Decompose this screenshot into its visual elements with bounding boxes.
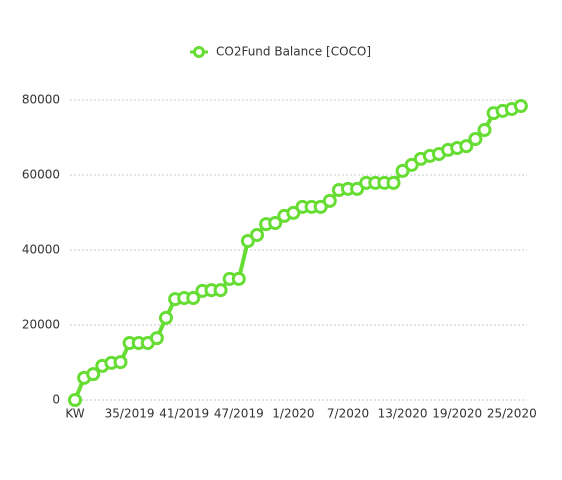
x-tick-label: 25/2020 [487, 407, 537, 421]
point [231, 271, 246, 286]
x-tick-label: 19/2020 [432, 407, 482, 421]
point [268, 216, 283, 230]
y-tick-label: 80000 [22, 93, 60, 107]
point [386, 175, 401, 190]
y-tick-label: 0 [52, 393, 60, 407]
point [149, 331, 164, 346]
y-tick-label: 20000 [22, 318, 60, 332]
point [322, 193, 337, 208]
point [459, 139, 474, 154]
x-tick-label: 41/2019 [159, 407, 209, 421]
point [159, 310, 173, 325]
point [213, 283, 228, 298]
x-tick-label: KW [65, 407, 84, 421]
point [477, 123, 492, 137]
x-tick-label: 7/2020 [327, 407, 369, 421]
point [113, 355, 128, 370]
legend-label: CO2Fund Balance [COCO] [216, 45, 371, 59]
x-tick-label: 13/2020 [378, 407, 428, 421]
x-tick-label: 35/2019 [105, 407, 155, 421]
point [186, 291, 201, 305]
y-tick-label: 40000 [22, 243, 60, 257]
x-tick-label: 1/2020 [272, 407, 314, 421]
point [68, 393, 82, 407]
x-tick-label: 47/2019 [214, 407, 264, 421]
legend-marker [193, 46, 205, 58]
point [86, 367, 101, 382]
y-tick-label: 60000 [22, 168, 60, 182]
point [250, 228, 264, 242]
point [468, 132, 483, 146]
point [513, 99, 528, 113]
